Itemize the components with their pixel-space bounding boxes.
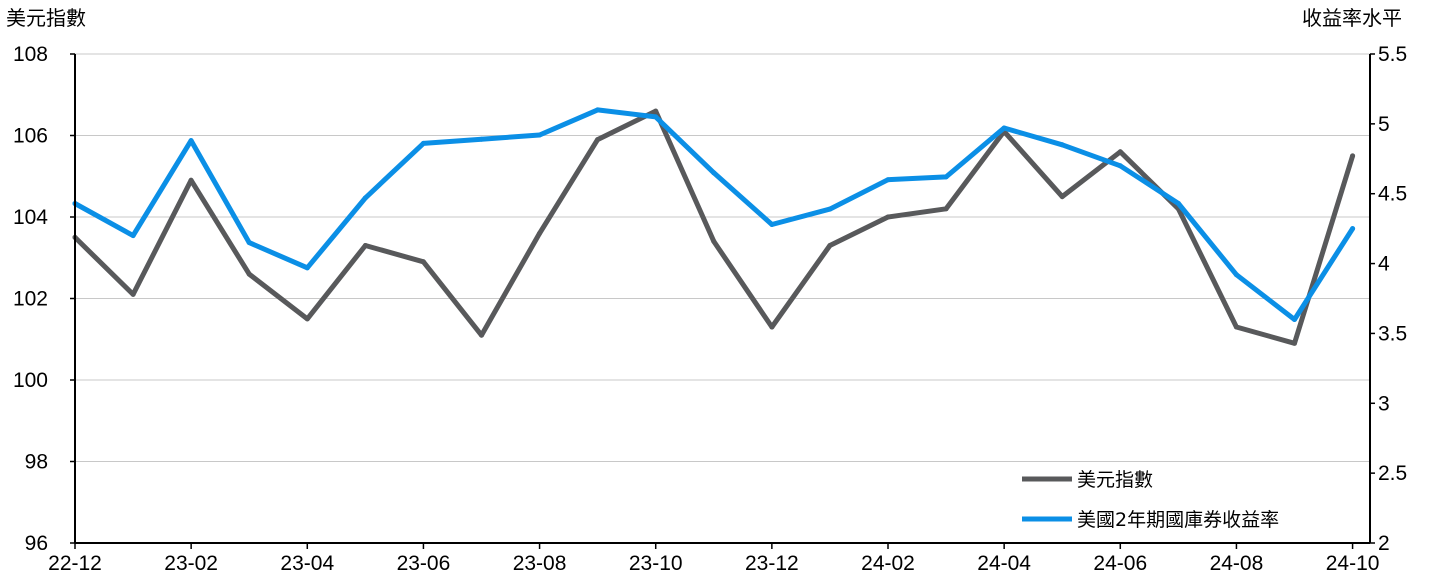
data-point	[827, 206, 833, 212]
right-tick-label: 4.5	[1378, 183, 1407, 206]
x-tick-label: 23-04	[280, 552, 334, 575]
data-point	[769, 324, 775, 330]
right-tick-label: 5	[1378, 113, 1390, 136]
left-tick-label: 104	[13, 206, 48, 229]
data-point	[1059, 194, 1065, 200]
x-tick-label: 23-08	[513, 552, 567, 575]
data-point	[1117, 149, 1123, 155]
data-point	[595, 137, 601, 143]
tick-labels: 96 98 100 102 104 106 108 2 2.5 3 3.5 4 4.5 5 5.5 22-12…	[13, 43, 1407, 575]
x-tick-label: 24-04	[977, 552, 1031, 575]
data-point	[304, 316, 310, 322]
right-tick-label: 5.5	[1378, 43, 1407, 66]
data-point	[479, 332, 484, 338]
left-tick-label: 106	[13, 125, 48, 148]
right-tick-label: 4	[1378, 253, 1390, 276]
x-tick-label: 24-08	[1210, 552, 1264, 575]
x-tick-label: 23-06	[397, 552, 451, 575]
left-axis-title: 美元指數	[6, 6, 86, 30]
x-tick-label: 23-02	[164, 552, 218, 575]
data-point	[420, 259, 426, 265]
data-point	[304, 265, 310, 271]
data-point	[885, 177, 891, 183]
data-point	[769, 222, 775, 227]
right-tick-label: 2	[1378, 532, 1390, 555]
data-point	[246, 271, 252, 277]
data-point	[827, 243, 833, 248]
series-layer	[72, 107, 1356, 346]
data-point	[943, 206, 949, 212]
data-point	[420, 140, 426, 146]
legend-label-dxy: 美元指數	[1077, 469, 1153, 491]
right-tick-label: 2.5	[1378, 462, 1407, 485]
data-point	[1350, 153, 1356, 159]
x-tick-label: 24-06	[1093, 552, 1147, 575]
data-point	[479, 136, 484, 142]
left-tick-label: 108	[13, 43, 48, 66]
data-point	[711, 238, 717, 244]
data-point	[1059, 142, 1065, 148]
data-point	[653, 108, 659, 114]
data-point	[943, 174, 949, 180]
data-point	[653, 114, 659, 120]
left-tick-label: 102	[13, 288, 48, 311]
data-point	[1233, 272, 1239, 278]
data-point	[188, 138, 194, 144]
data-point	[362, 195, 368, 201]
data-point	[130, 233, 136, 239]
data-point	[537, 230, 543, 236]
data-point	[1233, 324, 1239, 330]
x-tick-label: 22-12	[48, 552, 102, 575]
data-point	[246, 240, 252, 246]
axes	[70, 53, 1375, 549]
data-point	[1117, 163, 1123, 169]
x-tick-label: 24-02	[861, 552, 915, 575]
right-tick-label: 3	[1378, 392, 1390, 415]
data-point	[1292, 340, 1297, 346]
series-line-dxy	[72, 108, 1356, 346]
x-tick-label: 24-10	[1326, 552, 1380, 575]
data-point	[1350, 226, 1356, 232]
left-tick-label: 100	[13, 369, 48, 392]
x-tick-label: 23-10	[629, 552, 683, 575]
data-point	[885, 214, 891, 220]
legend-label-2y-yield: 美國2年期國庫券收益率	[1077, 509, 1279, 531]
data-point	[362, 243, 368, 248]
data-point	[130, 291, 136, 297]
data-point	[188, 177, 194, 183]
gridlines	[75, 53, 1370, 462]
right-tick-label: 3.5	[1378, 322, 1407, 345]
right-axis-title: 收益率水平	[1302, 6, 1402, 30]
data-point	[1292, 317, 1297, 322]
data-point	[537, 132, 543, 138]
data-point	[595, 107, 601, 113]
left-tick-label: 98	[25, 451, 48, 474]
data-point	[711, 170, 717, 176]
data-point	[1175, 201, 1181, 206]
left-tick-label: 96	[25, 532, 48, 555]
x-tick-label: 23-12	[745, 552, 799, 575]
data-point	[1001, 125, 1007, 131]
legend: 美元指數 美國2年期國庫券收益率	[1022, 469, 1279, 531]
